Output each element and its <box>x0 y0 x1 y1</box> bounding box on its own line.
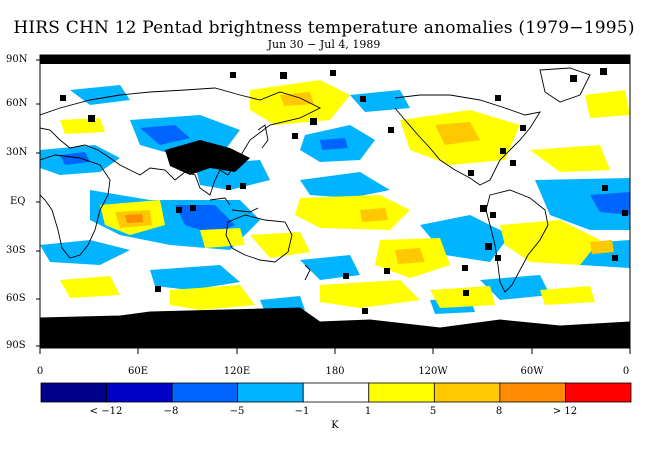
lon-label-180: 180 <box>325 366 345 377</box>
lon-label-0: 0 <box>36 366 44 377</box>
map-title: HIRS CHN 12 Pentad brightness temperatur… <box>13 18 635 38</box>
lat-label-90s: 90S <box>6 340 26 351</box>
lon-label-60e: 60E <box>127 366 149 377</box>
colorbar-swatch <box>565 382 632 403</box>
colorbar-swatch <box>40 382 107 403</box>
axis-ticks <box>36 59 631 354</box>
colorbar <box>40 382 632 403</box>
colorbar-label-8: > 12 <box>552 406 578 417</box>
warm-anomaly-mid-patches <box>115 92 614 264</box>
colorbar-label-3: −5 <box>229 406 245 417</box>
lon-label-120w: 120W <box>418 366 448 377</box>
coastlines <box>40 67 630 329</box>
missing-data-regions <box>40 55 630 348</box>
lat-label-30s: 30S <box>6 245 26 256</box>
colorbar-units: K <box>331 420 339 431</box>
colorbar-swatch <box>433 382 501 403</box>
map-subtitle: Jun 30 − Jul 4, 1989 <box>267 38 381 51</box>
lat-label-eq: EQ <box>10 196 26 207</box>
lat-label-90n: 90N <box>6 54 28 65</box>
warm-anomaly-light-patches <box>60 80 630 310</box>
warm-anomaly-strong-patches <box>125 214 143 223</box>
lon-label-60w: 60W <box>520 366 544 377</box>
colorbar-swatch <box>171 382 239 403</box>
cold-anomaly-mid-patches <box>60 125 630 235</box>
colorbar-swatch <box>237 382 304 403</box>
lat-label-30n: 30N <box>6 147 28 158</box>
colorbar-label-2: −8 <box>163 406 179 417</box>
colorbar-swatch <box>368 382 435 403</box>
lat-label-60n: 60N <box>6 98 28 109</box>
colorbar-label-4: −1 <box>294 406 310 417</box>
lon-label-0-east: 0 <box>622 366 630 377</box>
colorbar-swatch <box>499 382 566 403</box>
colorbar-label-7: 8 <box>495 406 503 417</box>
colorbar-swatch <box>302 382 370 403</box>
colorbar-swatch <box>106 382 173 403</box>
lat-label-60s: 60S <box>6 293 26 304</box>
colorbar-label-6: 5 <box>429 406 437 417</box>
colorbar-label-1: < −12 <box>89 406 123 417</box>
lon-label-120e: 120E <box>223 366 251 377</box>
colorbar-label-5: 1 <box>364 406 372 417</box>
